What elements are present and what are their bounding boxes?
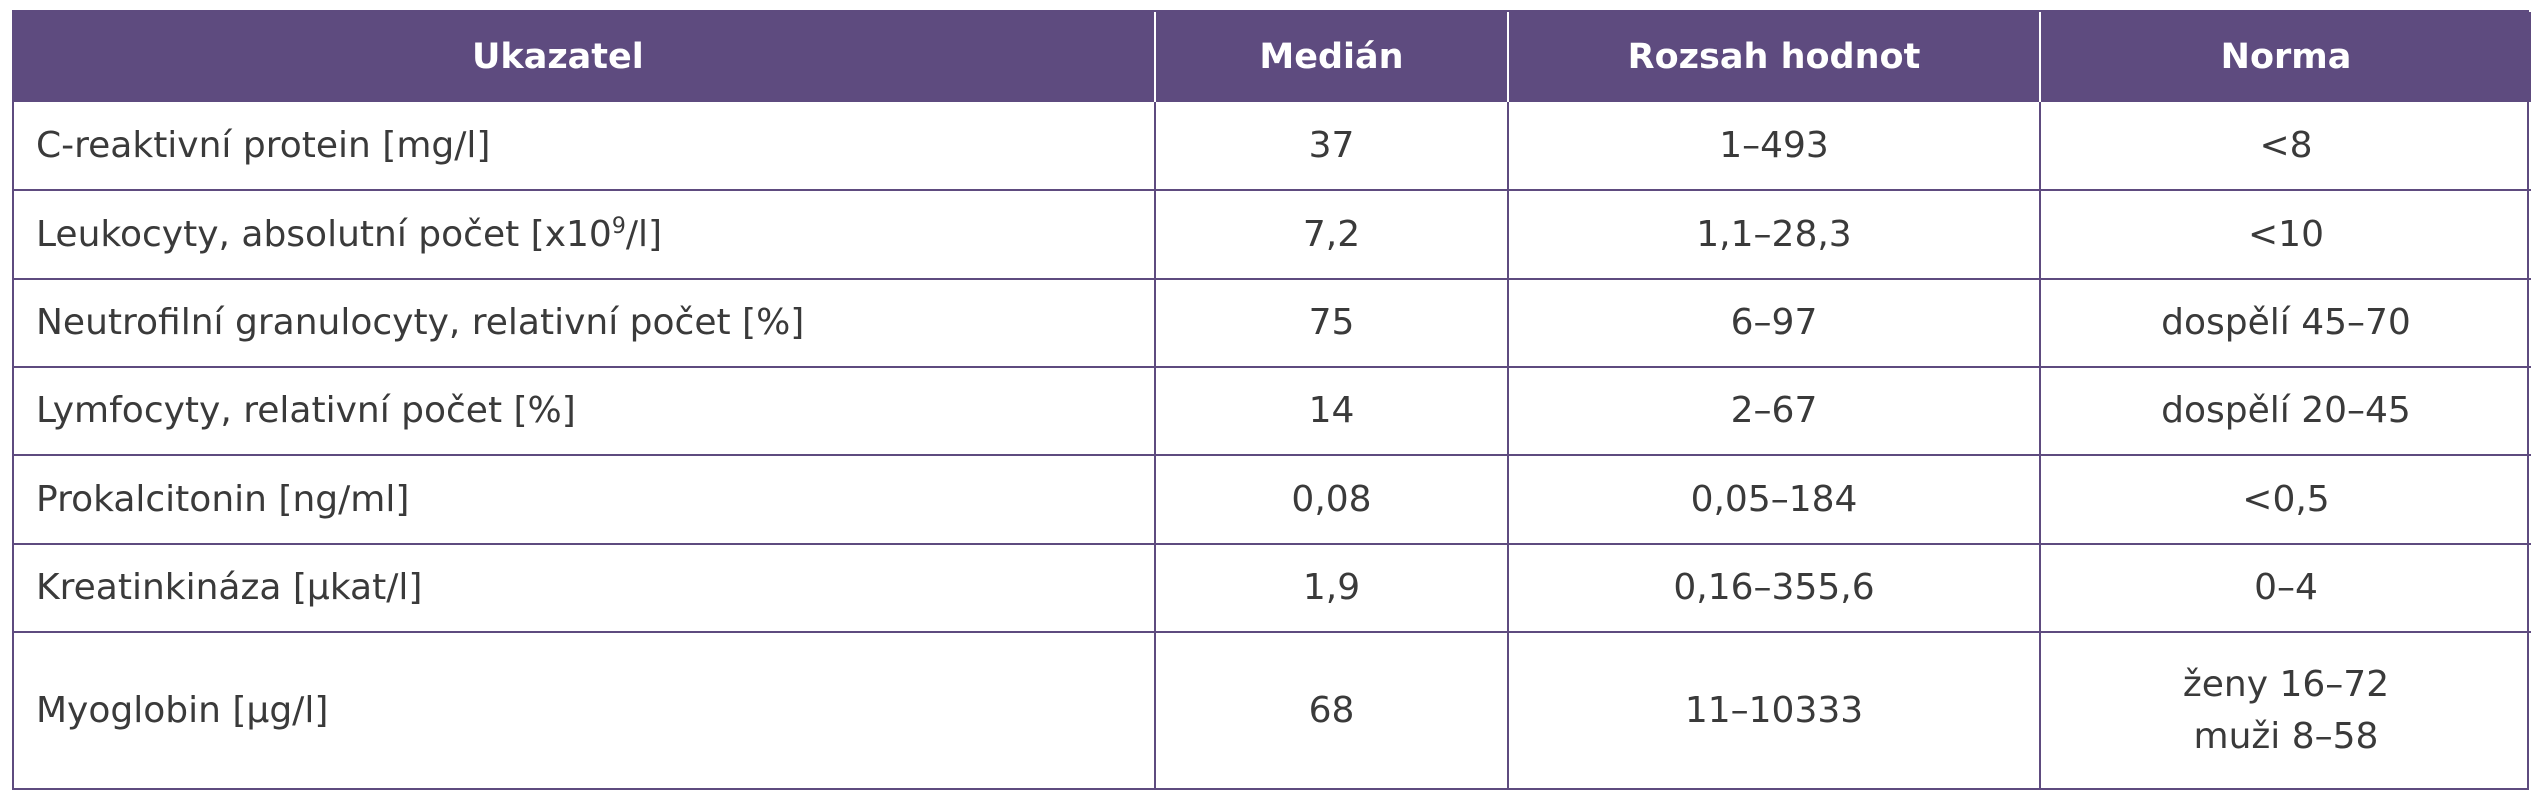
indicator-cell: Lymfocyty, relativní počet [%] [14, 367, 1156, 457]
range-cell: 0,16–355,6 [1508, 543, 2041, 634]
table-row: Lymfocyty, relativní počet [%] 14 2–67 d… [14, 367, 2531, 457]
median-cell: 37 [1155, 102, 1509, 192]
data-table: Ukazatel Medián Rozsah hodnot Norma C-re… [14, 12, 2531, 788]
indicator-cell: Neutrofilní granulocyty, relativní počet… [14, 278, 1156, 369]
range-cell: 11–10333 [1508, 632, 2041, 788]
range-cell: 2–67 [1508, 367, 2041, 457]
indicator-cell: Kreatinkináza [μkat/l] [14, 543, 1156, 634]
table-header: Ukazatel Medián Rozsah hodnot Norma [14, 12, 2531, 102]
indicator-cell: Leukocyty, absolutní počet [x109/l] [14, 190, 1156, 280]
range-cell: 1–493 [1508, 102, 2041, 192]
indicator-cell: Prokalcitonin [ng/ml] [14, 455, 1156, 545]
table-body: C-reaktivní protein [mg/l] 37 1–493 <8 L… [14, 102, 2531, 788]
norm-cell: <8 [2040, 102, 2531, 192]
header-norm: Norma [2040, 12, 2531, 102]
table-row: Neutrofilní granulocyty, relativní počet… [14, 278, 2531, 369]
table-row: Prokalcitonin [ng/ml] 0,08 0,05–184 <0,5 [14, 455, 2531, 545]
norm-line-men: muži 8–58 [2193, 715, 2379, 757]
data-table-frame: Ukazatel Medián Rozsah hodnot Norma C-re… [12, 10, 2531, 790]
header-range: Rozsah hodnot [1508, 12, 2041, 102]
median-cell: 1,9 [1155, 543, 1509, 634]
median-cell: 7,2 [1155, 190, 1509, 280]
header-median: Medián [1155, 12, 1509, 102]
norm-cell: <10 [2040, 190, 2531, 280]
table-row: C-reaktivní protein [mg/l] 37 1–493 <8 [14, 102, 2531, 192]
norm-line-women: ženy 16–72 [2182, 663, 2390, 705]
header-indicator: Ukazatel [14, 12, 1156, 102]
header-row: Ukazatel Medián Rozsah hodnot Norma [14, 12, 2531, 102]
norm-cell: 0–4 [2040, 543, 2531, 634]
median-cell: 14 [1155, 367, 1509, 457]
indicator-cell: C-reaktivní protein [mg/l] [14, 102, 1156, 192]
table-row: Myoglobin [μg/l] 68 11–10333 ženy 16–72 … [14, 632, 2531, 788]
range-cell: 1,1–28,3 [1508, 190, 2041, 280]
range-cell: 0,05–184 [1508, 455, 2041, 545]
median-cell: 0,08 [1155, 455, 1509, 545]
median-cell: 75 [1155, 278, 1509, 369]
table-row: Kreatinkináza [μkat/l] 1,9 0,16–355,6 0–… [14, 543, 2531, 634]
median-cell: 68 [1155, 632, 1509, 788]
indicator-cell: Myoglobin [μg/l] [14, 632, 1156, 788]
norm-cell: ženy 16–72 muži 8–58 [2040, 632, 2531, 788]
table-row: Leukocyty, absolutní počet [x109/l] 7,2 … [14, 190, 2531, 280]
norm-cell: <0,5 [2040, 455, 2531, 545]
norm-cell: dospělí 45–70 [2040, 278, 2531, 369]
norm-cell: dospělí 20–45 [2040, 367, 2531, 457]
range-cell: 6–97 [1508, 278, 2041, 369]
